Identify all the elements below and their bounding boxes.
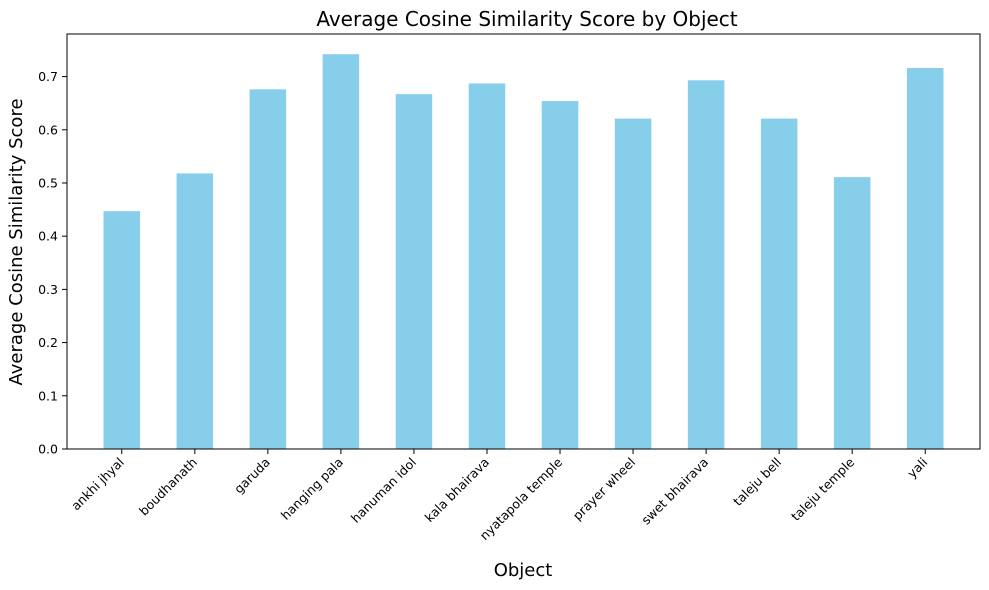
x-tick-label: hanging pala [278,455,346,523]
x-tick-label: taleju bell [730,455,784,509]
bar [907,68,944,449]
x-tick-label: garuda [231,455,273,497]
x-tick-label: kala bhairava [422,455,492,525]
bar [396,94,433,449]
x-tick-label: boudhanath [136,455,200,519]
bar [250,89,287,449]
y-axis: 0.0 0.1 0.2 0.3 0.4 0.5 0.6 0.7 [38,69,67,456]
x-tick-label: ankhi jhyal [68,455,127,514]
y-tick-label: 0.2 [38,335,58,350]
x-tick-label: hanuman idol [348,455,419,526]
y-tick-label: 0.7 [38,69,58,84]
bar [177,173,214,449]
x-tick-label: nyatapola temple [477,454,566,543]
x-tick-label: taleju temple [788,454,857,523]
y-tick-label: 0.6 [38,122,58,137]
bar [104,211,141,449]
bar [761,119,798,449]
bar [542,101,579,449]
y-tick-label: 0.5 [38,175,58,190]
x-tick-label: prayer wheel [570,455,639,524]
x-axis: ankhi jhyal boudhanath garuda hanging pala h… [68,449,930,543]
y-tick-label: 0.4 [38,229,58,244]
bar [615,119,652,449]
y-axis-label: Average Cosine Similarity Score [6,98,27,385]
x-tick-label: yali [904,455,930,481]
bar [834,177,871,449]
x-axis-label: Object [494,560,553,581]
x-tick-label: swet bhairava [638,455,711,528]
bar [323,54,360,449]
bar [688,80,725,449]
bars-group [104,54,944,449]
y-tick-label: 0.3 [38,282,58,297]
bar [469,83,506,449]
chart-title: Average Cosine Similarity Score by Objec… [316,7,737,31]
y-tick-label: 0.0 [38,442,58,457]
y-tick-label: 0.1 [38,388,58,403]
